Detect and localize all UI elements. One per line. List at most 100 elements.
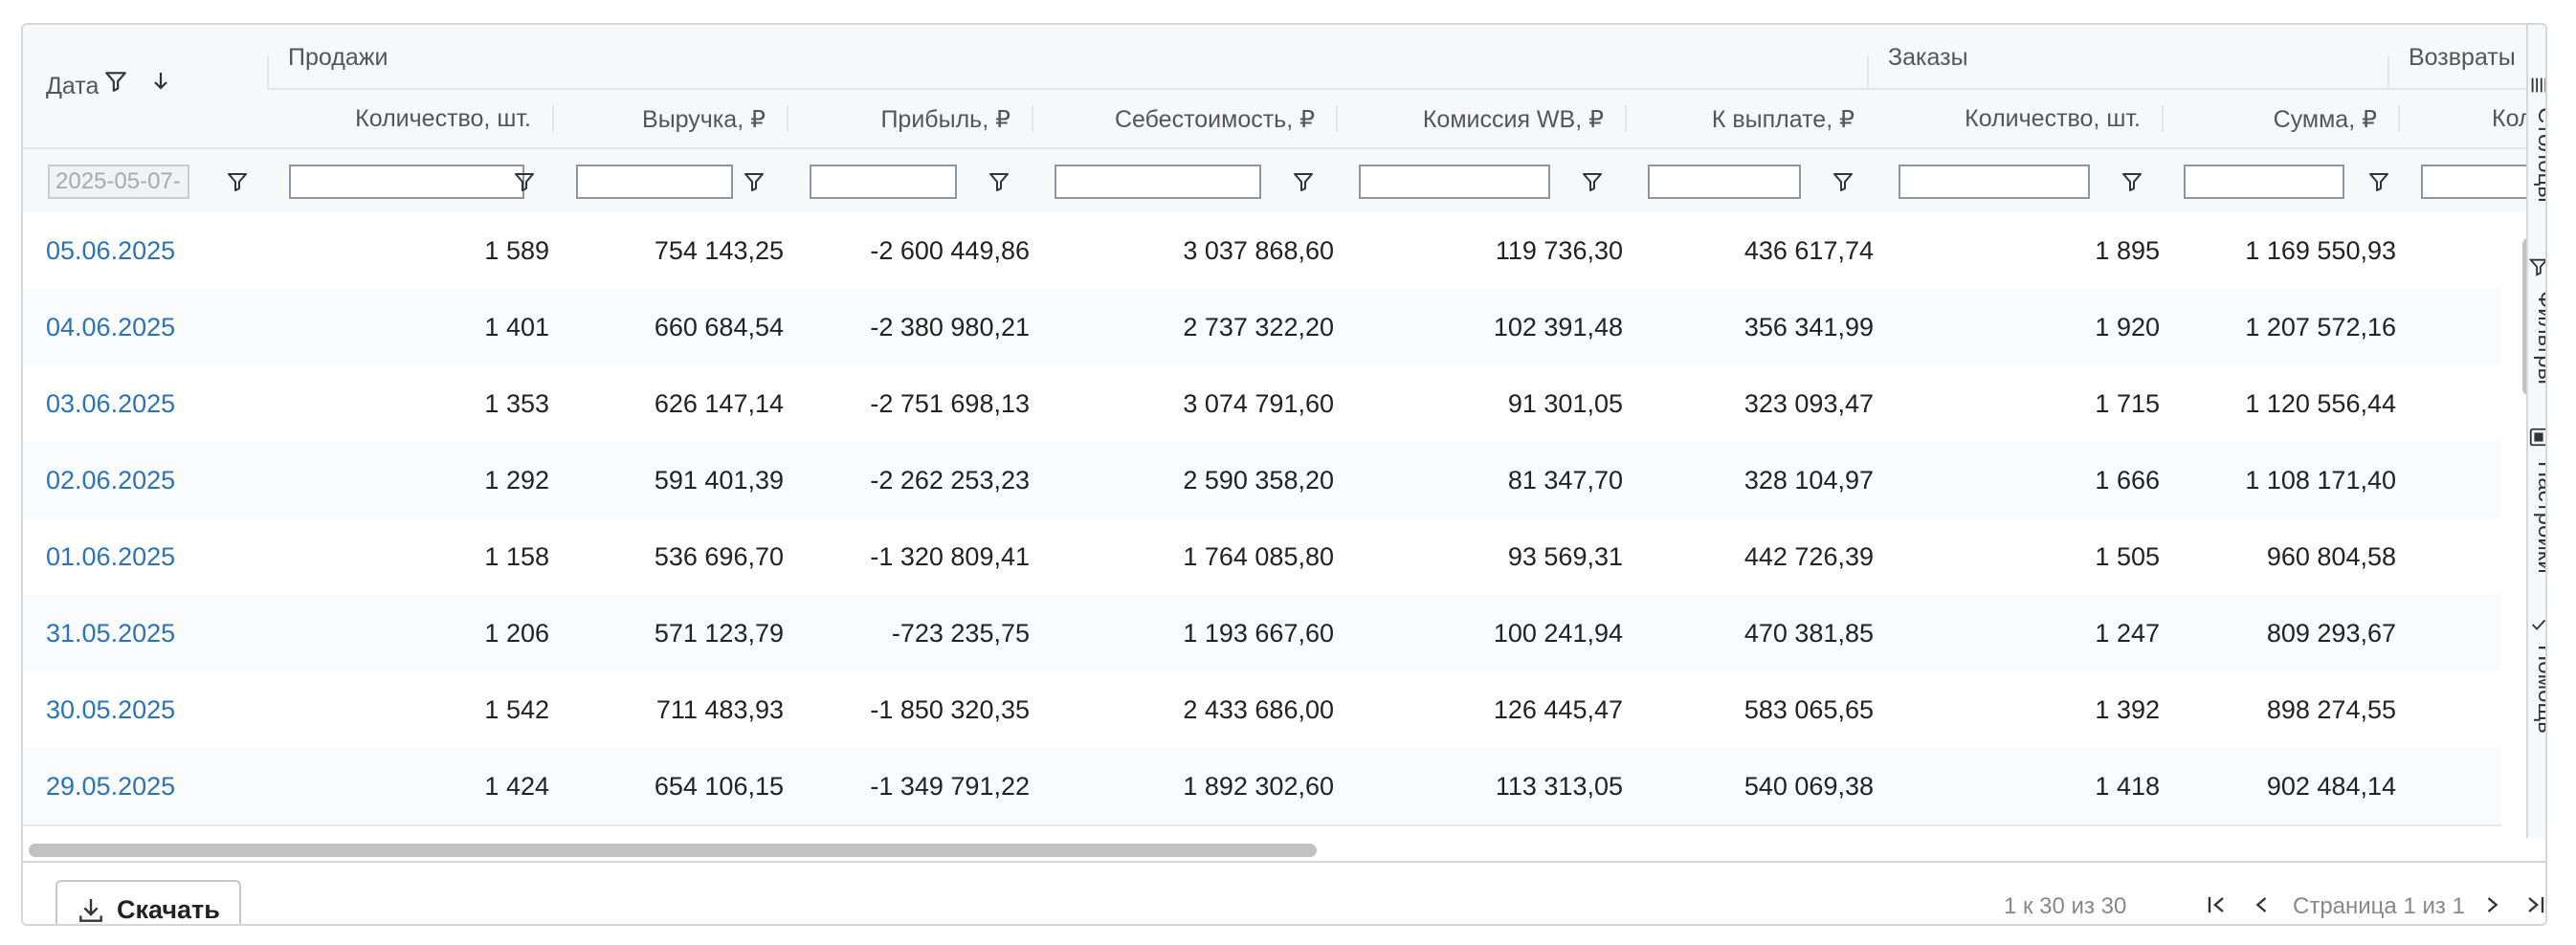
date-link[interactable]: 05.06.2025 [46, 236, 176, 265]
column-header-payout[interactable]: К выплате, ₽ [1627, 88, 1877, 147]
download-button[interactable]: Скачать [56, 880, 241, 924]
table-row[interactable]: 02.06.2025 1 292 591 401,39 -2 262 253,2… [23, 442, 2501, 520]
cell-commission: 81 347,70 [1507, 466, 1623, 494]
filter-icon [2528, 256, 2545, 282]
column-header-cost[interactable]: Себестоимость, ₽ [1033, 88, 1338, 147]
table-row[interactable]: 30.05.2025 1 542 711 483,93 -1 850 320,3… [23, 671, 2501, 750]
cell-sales-qty: 1 206 [484, 619, 549, 648]
profit-filter-input[interactable] [810, 165, 957, 199]
next-page-icon[interactable] [2478, 891, 2505, 918]
cell-revenue: 571 123,79 [654, 619, 784, 648]
filter-icon[interactable] [988, 170, 1010, 193]
filter-icon[interactable] [513, 170, 536, 193]
cell-orders-qty: 1 392 [2095, 695, 2160, 724]
side-tab-help-label: Помощь [2533, 645, 2547, 734]
group-header-returns-label: Возвраты [2409, 44, 2516, 71]
filter-icon[interactable] [2367, 170, 2390, 193]
side-tab-help[interactable]: Помощь [2528, 603, 2547, 765]
cell-sales-qty: 1 542 [484, 695, 549, 724]
filter-icon[interactable] [103, 69, 128, 99]
table-row[interactable]: 05.06.2025 1 589 754 143,25 -2 600 449,8… [23, 212, 2501, 291]
side-tab-settings[interactable]: Настройки [2528, 406, 2545, 597]
table-row[interactable]: 04.06.2025 1 401 660 684,54 -2 380 980,2… [23, 289, 2501, 367]
column-header-label: Комиссия WB, ₽ [1422, 106, 1604, 133]
horizontal-scrollbar[interactable] [23, 838, 2526, 861]
prev-page-icon[interactable] [2249, 891, 2276, 918]
cell-profit: -723 235,75 [891, 619, 1030, 648]
side-tab-columns[interactable]: Столбцы [2528, 63, 2547, 216]
table-row[interactable]: 03.06.2025 1 353 626 147,14 -2 751 698,1… [23, 365, 2501, 444]
column-header-commission[interactable]: Комиссия WB, ₽ [1338, 88, 1627, 147]
date-link[interactable]: 04.06.2025 [46, 313, 176, 341]
group-header-orders-label: Заказы [1888, 44, 1968, 71]
filter-icon[interactable] [2121, 170, 2143, 193]
date-link[interactable]: 03.06.2025 [46, 389, 176, 418]
table-row[interactable]: 29.05.2025 1 424 654 106,15 -1 349 791,2… [23, 748, 2501, 826]
cell-commission: 102 391,48 [1493, 313, 1623, 341]
date-link[interactable]: 01.06.2025 [46, 542, 176, 571]
filter-icon[interactable] [1832, 170, 1854, 193]
date-link[interactable]: 02.06.2025 [46, 466, 176, 494]
cell-commission: 119 736,30 [1495, 236, 1623, 265]
column-header-label: Прибыль, ₽ [880, 106, 1010, 133]
vertical-scrollbar-track[interactable] [2501, 212, 2526, 838]
column-header-returns-qty[interactable]: Кол [2400, 88, 2526, 147]
column-header-label: Количество, шт. [355, 105, 531, 132]
column-header-orders-sum[interactable]: Сумма, ₽ [2164, 88, 2400, 147]
side-tab-columns-label: Столбцы [2533, 107, 2547, 203]
date-link[interactable]: 31.05.2025 [46, 619, 176, 648]
column-header-orders-qty[interactable]: Количество, шт. [1877, 88, 2164, 147]
cell-orders-qty: 1 505 [2095, 542, 2160, 571]
returns-qty-filter-input[interactable] [2421, 165, 2526, 199]
orders-qty-filter-input[interactable] [1899, 165, 2090, 199]
horizontal-scrollbar-thumb[interactable] [29, 844, 1317, 857]
data-grid: Дата Продажи Заказы [21, 23, 2547, 926]
column-header-date[interactable]: Дата [23, 25, 267, 147]
date-link[interactable]: 30.05.2025 [46, 695, 176, 724]
cell-payout: 540 069,38 [1743, 772, 1874, 801]
cell-profit: -1 850 320,35 [870, 695, 1030, 724]
cell-profit: -1 320 809,41 [870, 542, 1030, 571]
column-header-label: Кол [2492, 105, 2526, 132]
column-header-profit[interactable]: Прибыль, ₽ [788, 88, 1033, 147]
column-header-revenue[interactable]: Выручка, ₽ [554, 88, 788, 147]
cell-cost: 3 074 791,60 [1183, 389, 1334, 418]
date-link[interactable]: 29.05.2025 [46, 772, 176, 801]
cell-orders-sum: 1 207 572,16 [2245, 313, 2396, 341]
filter-icon[interactable] [226, 170, 249, 193]
date-filter-input[interactable]: 2025-05-07- [48, 165, 189, 199]
first-page-icon[interactable] [2203, 891, 2230, 918]
group-header-returns: Возвраты [2387, 25, 2526, 88]
cell-orders-qty: 1 715 [2095, 389, 2160, 418]
last-page-icon[interactable] [2522, 891, 2545, 918]
cell-orders-qty: 1 895 [2095, 236, 2160, 265]
filter-icon[interactable] [1292, 170, 1315, 193]
sales-qty-filter-input[interactable] [289, 165, 524, 199]
table-row[interactable]: 01.06.2025 1 158 536 696,70 -1 320 809,4… [23, 518, 2501, 597]
cell-commission: 126 445,47 [1493, 695, 1623, 724]
cell-orders-sum: 1 169 550,93 [2245, 236, 2396, 265]
cost-filter-input[interactable] [1055, 165, 1261, 199]
cell-cost: 1 764 085,80 [1183, 542, 1334, 571]
orders-sum-filter-input[interactable] [2184, 165, 2344, 199]
side-tab-filters[interactable]: Фильтры [2528, 235, 2545, 398]
sort-desc-icon[interactable] [149, 69, 172, 99]
revenue-filter-input[interactable] [576, 165, 733, 199]
column-header-sales-qty[interactable]: Количество, шт. [267, 88, 554, 147]
download-button-label: Скачать [117, 895, 220, 924]
group-header-sales-label: Продажи [288, 44, 389, 71]
commission-filter-input[interactable] [1359, 165, 1550, 199]
column-header-label: Себестоимость, ₽ [1114, 106, 1315, 133]
cell-revenue: 660 684,54 [654, 313, 784, 341]
cell-revenue: 626 147,14 [654, 389, 784, 418]
table-row[interactable]: 31.05.2025 1 206 571 123,79 -723 235,75 … [23, 595, 2501, 673]
cell-payout: 436 617,74 [1743, 236, 1874, 265]
cell-commission: 93 569,31 [1507, 542, 1623, 571]
cell-orders-sum: 960 804,58 [2266, 542, 2396, 571]
cell-sales-qty: 1 353 [484, 389, 549, 418]
column-header-label: Сумма, ₽ [2273, 106, 2377, 133]
payout-filter-input[interactable] [1648, 165, 1801, 199]
filter-icon[interactable] [1581, 170, 1604, 193]
filter-icon[interactable] [743, 170, 766, 193]
cell-revenue: 536 696,70 [654, 542, 784, 571]
